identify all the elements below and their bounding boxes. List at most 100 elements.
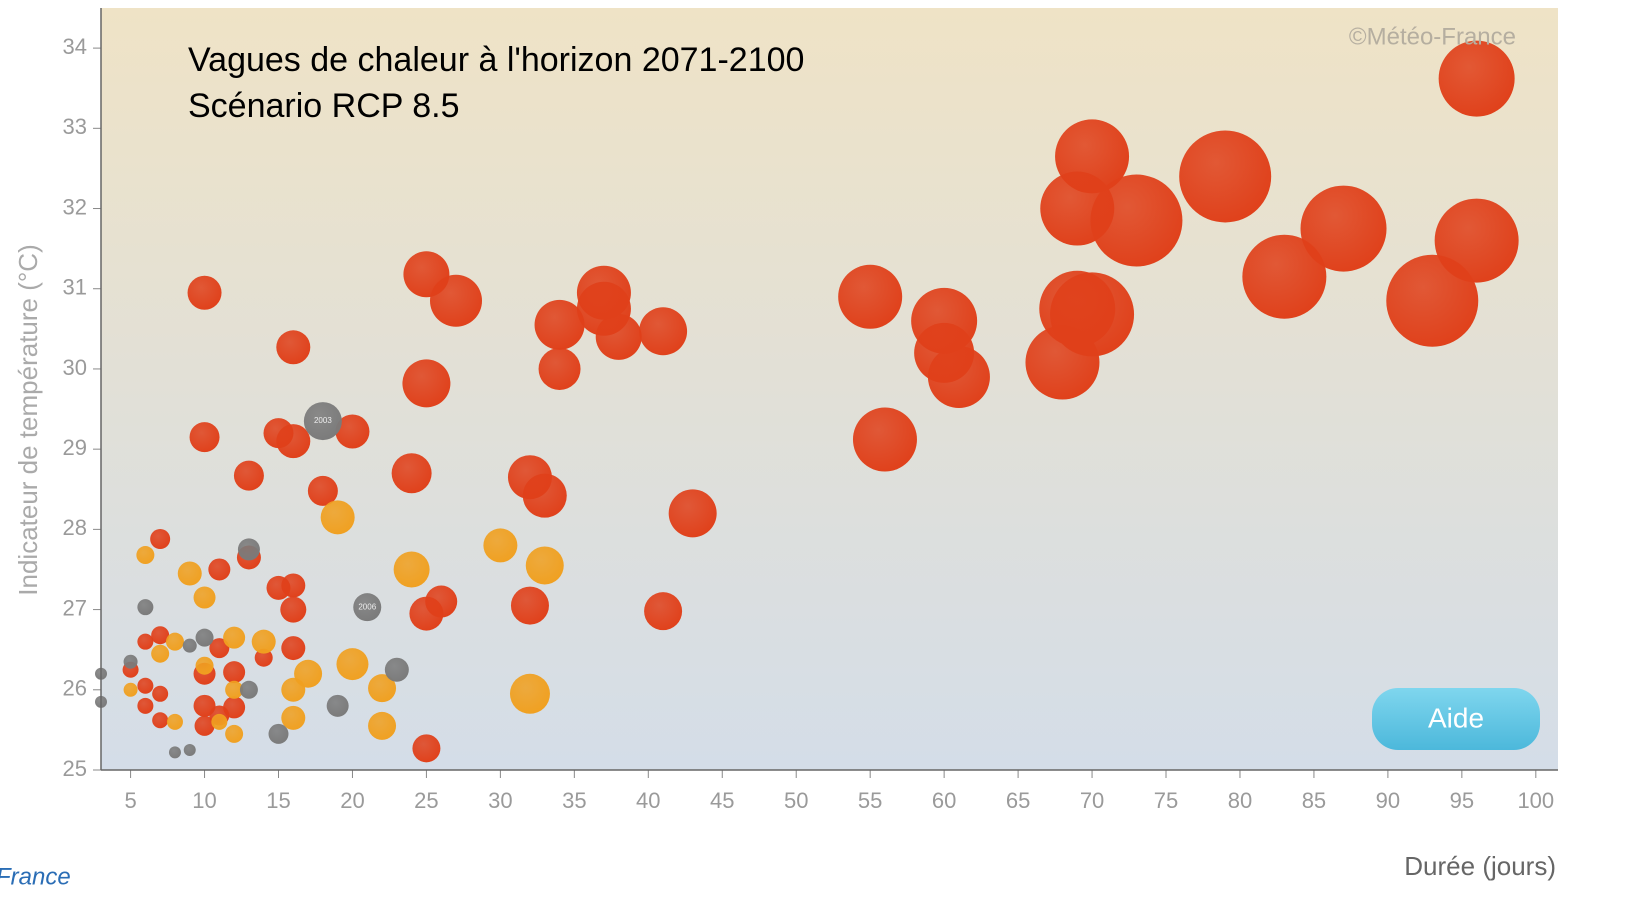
bubble [237,538,260,561]
bubble [280,596,307,623]
help-button-label[interactable]: Aide [1428,702,1484,733]
bubble [303,402,342,441]
x-tick-label: 65 [1006,788,1030,813]
x-tick-label: 80 [1228,788,1252,813]
bubble [209,638,230,659]
bubble [368,711,397,740]
x-tick-label: 75 [1154,788,1178,813]
x-tick-label: 5 [124,788,136,813]
bubble [225,724,244,743]
bubble [326,694,349,717]
x-tick-label: 55 [858,788,882,813]
y-tick-label: 31 [63,275,87,300]
bubble [194,715,215,736]
bubble-label: 2006 [358,602,376,611]
bubble [183,743,196,756]
bubble [150,528,171,549]
bubble [1025,325,1100,400]
bubble [483,528,518,563]
bubble [177,561,202,586]
x-tick-label: 35 [562,788,586,813]
bubble [137,697,154,714]
bubble [254,648,273,667]
y-tick-label: 33 [63,114,87,139]
footer: France [0,863,71,890]
x-tick-label: 70 [1080,788,1104,813]
bubble [137,633,154,650]
x-tick-label: 25 [414,788,438,813]
bubble [409,596,444,631]
bubble [1179,130,1272,223]
x-tick-label: 15 [266,788,290,813]
bubble [576,281,631,336]
bubble [838,264,903,329]
x-tick-label: 10 [192,788,216,813]
bubble [193,694,216,717]
bubble [223,661,246,684]
bubble [430,274,483,327]
bubble [137,599,154,616]
bubble [152,712,169,729]
bubble [165,632,184,651]
bubble [644,592,683,631]
bubble [239,680,258,699]
x-tick-label: 30 [488,788,512,813]
x-tick-label: 90 [1376,788,1400,813]
bubble [307,475,338,506]
bubble [368,674,397,703]
bubble [195,656,214,675]
bubble [225,680,244,699]
bubble [384,657,409,682]
bubble [151,626,170,645]
y-tick-label: 27 [63,595,87,620]
help-button-bg[interactable] [1372,688,1540,750]
bubble [336,648,369,681]
bubble [1434,198,1519,283]
bubble [639,307,688,356]
bubble [852,407,917,472]
bubble [1386,254,1479,347]
x-tick-label: 20 [340,788,364,813]
bubble [294,659,323,688]
x-tick-label: 100 [1517,788,1554,813]
y-tick-label: 29 [63,435,87,460]
bubble [509,673,550,714]
x-tick-label: 40 [636,788,660,813]
bubble [187,275,222,310]
y-tick-label: 34 [63,34,87,59]
chart-title: Vagues de chaleur à l'horizon 2071-2100 [188,41,804,79]
bubble [534,299,585,350]
help-button[interactable]: Aide [1372,688,1540,750]
bubble [193,586,216,609]
bubble [281,705,306,730]
bubble [391,453,432,494]
credit: ©Météo-France [1349,23,1516,50]
bubble [927,345,990,408]
bubble [320,500,355,535]
bubble [1090,174,1183,267]
x-tick-label: 50 [784,788,808,813]
y-tick-label: 25 [63,756,87,781]
bubble [195,628,214,647]
bubble [1055,119,1130,194]
y-tick-label: 28 [63,515,87,540]
bubble [525,546,564,585]
bubble [151,644,170,663]
bubble [251,629,276,654]
bubble [136,546,155,565]
bubble [166,713,183,730]
bubble [182,638,197,653]
bubble [668,489,717,538]
x-tick-label: 45 [710,788,734,813]
bubble [208,558,231,581]
bubble [522,473,567,518]
y-tick-label: 30 [63,355,87,380]
bubble [402,359,451,408]
bubble [538,347,581,390]
bubble [276,424,311,459]
x-tick-label: 60 [932,788,956,813]
bubble [1300,185,1387,272]
bubble [393,551,430,588]
bubble [353,593,382,622]
